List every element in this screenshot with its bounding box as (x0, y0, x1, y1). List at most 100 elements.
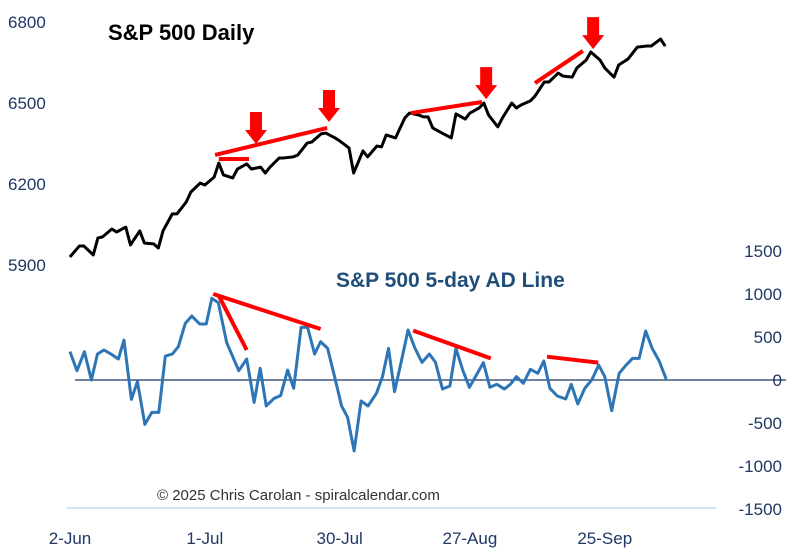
price-point (353, 172, 355, 174)
price-trendline (214, 126, 328, 157)
price-point (571, 76, 573, 78)
price-point (385, 134, 387, 136)
ad-tick-label: 1000 (744, 285, 782, 304)
price-point (176, 213, 178, 215)
ad-point (238, 370, 240, 372)
price-point (590, 51, 592, 53)
ad-point (307, 326, 309, 328)
price-point (511, 102, 513, 104)
price-point (543, 81, 545, 83)
ad-point (407, 329, 409, 331)
price-point (102, 236, 104, 238)
price-point (334, 137, 336, 139)
ad-point (246, 358, 248, 360)
price-point (576, 67, 578, 69)
price-point (418, 114, 420, 116)
credit-text: © 2025 Chris Carolan - spiralcalendar.co… (157, 487, 440, 504)
price-point (618, 64, 620, 66)
ad-point (293, 387, 295, 389)
down-arrow-icon (245, 111, 267, 144)
price-tick-label: 6800 (8, 13, 46, 32)
ad-point (665, 378, 667, 380)
ad-point (280, 395, 282, 397)
ad-point (625, 364, 627, 366)
ad-point (421, 361, 423, 363)
price-point (488, 114, 489, 116)
x-tick-label: 2-Jun (49, 529, 92, 548)
ad-point (226, 342, 228, 344)
ad-chart-title: S&P 500 5-day AD Line (336, 269, 565, 292)
price-point (585, 59, 587, 61)
price-point (199, 182, 201, 184)
ad-point (136, 381, 138, 383)
ad-point (273, 397, 275, 399)
ad-point (434, 361, 436, 363)
price-point (171, 213, 173, 215)
price-point (636, 46, 638, 48)
price-point (204, 184, 206, 186)
ad-point (123, 339, 125, 341)
ad-point (632, 357, 634, 359)
price-point (515, 107, 517, 109)
price-point (325, 132, 327, 134)
price-point (222, 174, 224, 176)
price-trendline (533, 49, 585, 85)
price-point (143, 242, 145, 244)
price-point (125, 226, 127, 228)
ad-point (529, 368, 531, 370)
ad-point (164, 355, 166, 357)
price-point (292, 156, 294, 158)
ad-tick-label: -500 (748, 414, 782, 433)
ad-point (130, 398, 132, 400)
price-point (469, 112, 471, 114)
price-point (450, 137, 452, 139)
x-axis: 2-Jun 1-Jul 30-Jul 27-Aug 25-Sep (49, 507, 716, 548)
ad-point (638, 357, 640, 359)
price-point (269, 166, 271, 168)
price-point (236, 168, 238, 170)
price-point (376, 145, 378, 147)
ad-point (96, 353, 98, 355)
price-point (478, 107, 480, 109)
ad-trendline (217, 295, 249, 351)
ad-point (69, 351, 71, 353)
ad-point (287, 369, 289, 371)
ad-point (489, 386, 491, 388)
price-point (190, 191, 192, 193)
price-chart-title: S&P 500 Daily (108, 20, 255, 45)
price-point (613, 76, 615, 78)
ad-point (522, 382, 524, 384)
ad-point (537, 372, 539, 374)
price-point (278, 157, 280, 159)
ad-point (334, 376, 336, 378)
price-point (92, 254, 94, 256)
ad-point (577, 403, 579, 405)
price-point (218, 162, 220, 164)
ad-point (253, 401, 255, 403)
price-point (627, 58, 629, 60)
ad-point (158, 411, 160, 413)
price-tick-label: 6500 (8, 94, 46, 113)
price-tick-label: 5900 (8, 256, 46, 275)
ad-point (199, 323, 201, 325)
price-point (162, 230, 164, 232)
plot-area (68, 17, 786, 453)
ad-point (496, 383, 498, 385)
ad-point (353, 450, 355, 452)
price-point (404, 117, 406, 119)
price-point (646, 45, 648, 47)
price-point (260, 166, 262, 168)
price-point (632, 52, 634, 54)
ad-point (598, 364, 600, 366)
ad-point (645, 330, 647, 332)
price-point (604, 67, 606, 69)
ad-tick-label: 500 (754, 328, 782, 347)
ad-point (428, 353, 430, 355)
ad-point (171, 353, 173, 355)
ad-tick-label: -1000 (739, 457, 782, 476)
ad-point (211, 297, 213, 299)
ad-point (177, 346, 179, 348)
price-point (283, 157, 285, 159)
ad-point (117, 358, 119, 360)
